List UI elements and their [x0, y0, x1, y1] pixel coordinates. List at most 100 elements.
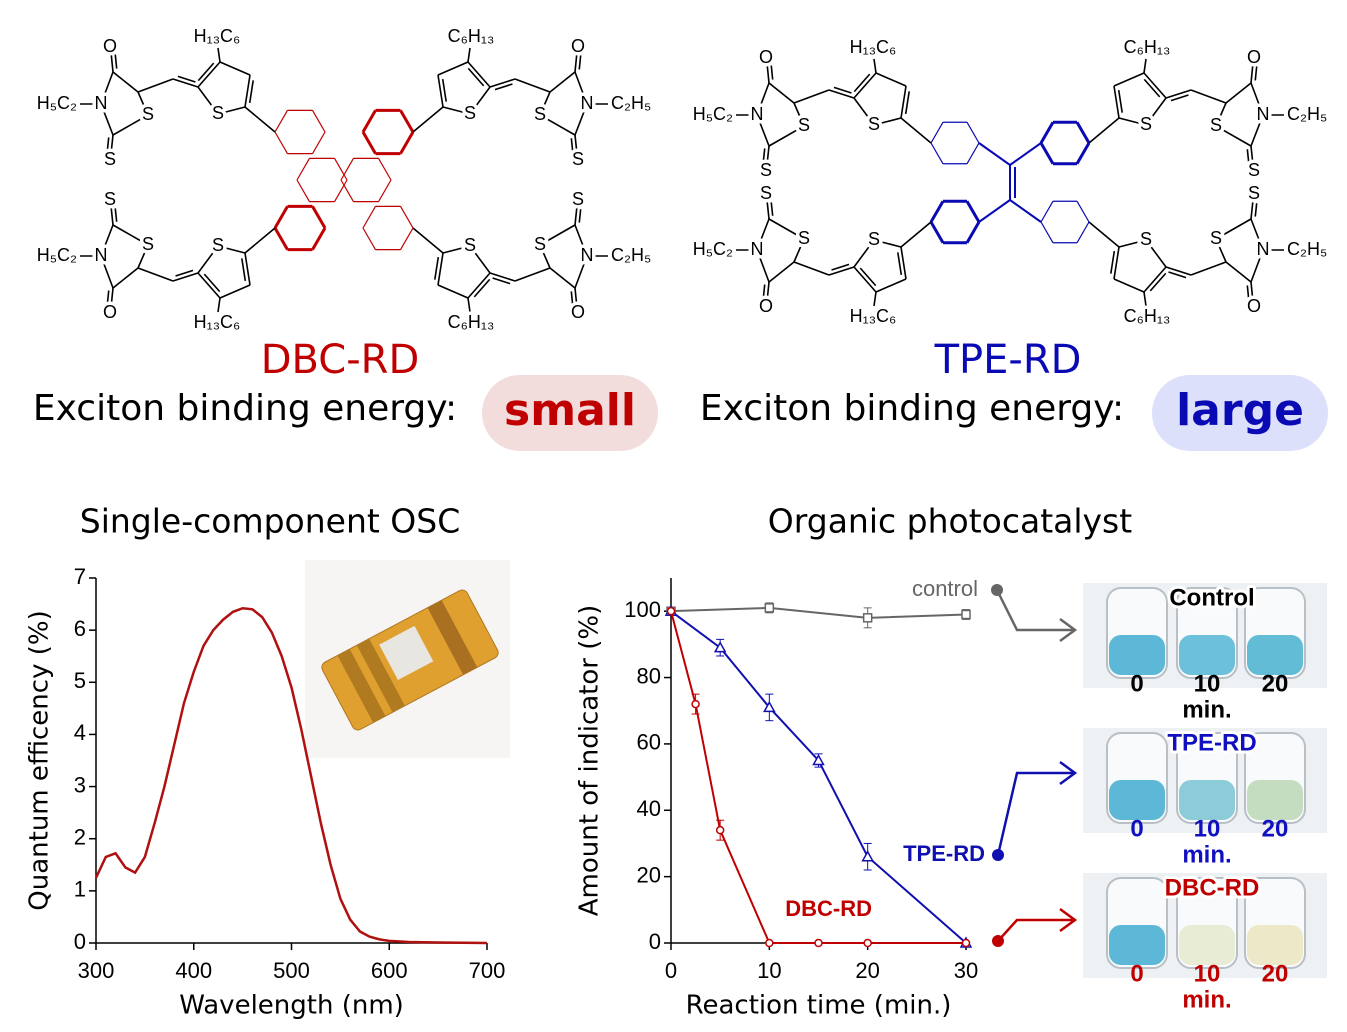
bond [296, 179, 311, 202]
bond [100, 224, 114, 257]
thiophene-s: S [1140, 114, 1152, 134]
time-label: 0 [1130, 670, 1143, 697]
nitrogen: N [1257, 239, 1270, 259]
bond [244, 74, 251, 108]
bond [203, 273, 221, 293]
bond [1039, 121, 1055, 144]
bond [244, 106, 276, 133]
bond [172, 78, 199, 88]
ethyl: H₅C₂ [37, 93, 77, 113]
y-tick-label: 3 [74, 772, 86, 797]
thiophene-s: S [868, 229, 880, 249]
bond [137, 244, 149, 269]
bond [100, 255, 114, 289]
bond [1225, 261, 1252, 283]
series-line [670, 610, 967, 944]
bond [137, 78, 174, 93]
thiophene-s: S [868, 114, 880, 134]
bond [853, 73, 871, 93]
connector [997, 918, 1075, 942]
bond [469, 86, 491, 115]
bond [1143, 72, 1167, 99]
bond [362, 206, 377, 229]
hexyl: H₁₃C₆ [194, 26, 241, 46]
liquid [1247, 925, 1303, 965]
bond [514, 267, 551, 282]
bond [770, 202, 774, 216]
bond [900, 221, 932, 248]
carbonyl-o: O [1247, 296, 1261, 316]
chart-title: Organic photocatalyst [768, 502, 1132, 541]
time-label: 10 [1194, 670, 1221, 697]
series-line [94, 606, 488, 945]
bond [756, 218, 770, 251]
thiophene-s: S [464, 235, 476, 255]
bond [793, 89, 830, 104]
electrode [337, 648, 386, 723]
bond [965, 200, 981, 223]
bond [399, 227, 414, 250]
time-label: 20 [1262, 670, 1289, 697]
bond [1215, 102, 1227, 127]
bond [1075, 142, 1091, 165]
marker [863, 938, 872, 948]
bond [768, 261, 795, 283]
bond [766, 145, 770, 166]
bond [399, 206, 414, 229]
bond [1254, 203, 1258, 217]
bond [137, 91, 149, 116]
bond [1009, 199, 1042, 223]
y-tick-label: 60 [637, 730, 661, 755]
ethyl: C₂H₅ [1287, 239, 1327, 259]
time-label: 20 [1262, 960, 1289, 987]
bond [873, 239, 902, 248]
bond [217, 297, 221, 313]
liquid [1179, 635, 1235, 675]
nitrogen: N [581, 93, 594, 113]
ring-s: S [534, 104, 546, 124]
bond [412, 227, 444, 254]
tape [379, 625, 434, 680]
series-label: DBC-RD [785, 896, 872, 921]
bond [219, 284, 251, 299]
y-tick-label: 100 [624, 597, 661, 622]
bond [197, 61, 221, 88]
bond [112, 224, 149, 246]
marker [765, 938, 774, 948]
bond [217, 245, 246, 254]
nitrogen: N [95, 93, 108, 113]
thiophene-s: S [212, 103, 224, 123]
bond [1113, 72, 1145, 87]
bond [853, 239, 875, 268]
bond [873, 117, 902, 126]
bond [175, 269, 194, 277]
connectors [991, 584, 1078, 947]
bond [574, 255, 588, 289]
bond [900, 246, 907, 280]
ethyl: H₅C₂ [693, 239, 733, 259]
ring-s: S [142, 234, 154, 254]
marker [713, 641, 727, 653]
bond [241, 258, 247, 281]
ring-s: S [798, 115, 810, 135]
badge [482, 375, 658, 451]
bond [1170, 94, 1189, 102]
bond [333, 179, 348, 202]
bond [853, 97, 875, 126]
nitrogen: N [1257, 104, 1270, 124]
ring-s: S [1210, 115, 1222, 135]
bond [770, 65, 774, 80]
liquid [1109, 635, 1165, 675]
y-tick-label: 4 [74, 720, 86, 745]
bond [112, 267, 139, 289]
bond [1250, 218, 1264, 251]
bond [793, 261, 830, 276]
y-tick-label: 0 [74, 929, 86, 954]
bond [377, 158, 392, 181]
y-tick-label: 40 [637, 796, 661, 821]
y-tick-label: 1 [74, 877, 86, 902]
nitrogen: N [751, 104, 764, 124]
unit-label: min. [1182, 986, 1231, 1013]
bond [859, 267, 877, 287]
bond [853, 266, 877, 293]
